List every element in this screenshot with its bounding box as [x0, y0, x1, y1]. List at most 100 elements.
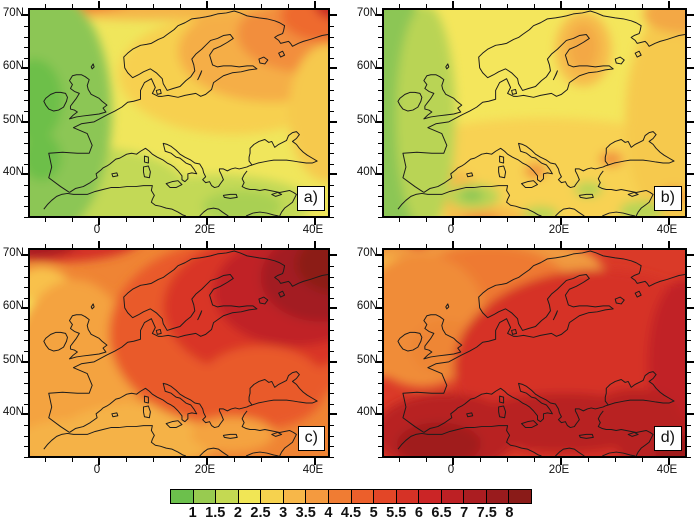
contour-blob: [599, 151, 624, 167]
axis-tick: [687, 67, 694, 69]
axis-tick: [668, 1, 670, 8]
axis-tick: [378, 339, 382, 341]
colorbar-segment: [463, 490, 486, 503]
lon-tick-label: 20E: [548, 464, 570, 476]
axis-tick: [378, 456, 382, 458]
axis-tick: [378, 99, 382, 101]
axis-tick: [125, 4, 127, 8]
colorbar-tick-value: 5: [369, 505, 378, 521]
axis-tick: [330, 46, 334, 48]
axis-tick: [452, 218, 454, 225]
axis-tick: [260, 218, 262, 222]
axis-tick: [330, 371, 334, 373]
axis-tick: [44, 458, 46, 462]
axis-tick: [375, 14, 382, 16]
axis-tick: [24, 131, 28, 133]
axis-tick: [687, 413, 694, 415]
axis-tick: [330, 382, 334, 384]
axis-tick: [687, 254, 694, 256]
axis-tick: [687, 286, 691, 288]
axis-tick: [560, 1, 562, 8]
colorbar-tick-value: 3: [279, 505, 288, 521]
axis-tick: [24, 403, 28, 405]
axis-tick: [24, 25, 28, 27]
contour-field-c: [30, 250, 328, 456]
axis-tick: [378, 152, 382, 154]
lat-tick-label: 40N: [2, 166, 24, 178]
axis-tick: [179, 244, 181, 248]
axis-tick: [314, 458, 316, 465]
axis-tick: [24, 195, 28, 197]
colorbar-tick-value: 4.5: [340, 505, 362, 521]
colorbar-tick-value: 2: [233, 505, 242, 521]
colorbar-segment: [395, 490, 419, 503]
colorbar-tick-value: 1.5: [205, 505, 226, 521]
axis-tick: [375, 254, 382, 256]
axis-tick: [398, 244, 400, 248]
contour-blob: [30, 133, 62, 181]
axis-tick: [24, 392, 28, 394]
lat-tick-label: 60N: [2, 300, 24, 312]
contour-blob: [395, 10, 456, 216]
axis-tick: [687, 403, 691, 405]
axis-tick: [330, 67, 337, 69]
axis-tick: [375, 307, 382, 309]
colorbar-tick-value: 4: [324, 505, 333, 521]
axis-tick: [21, 173, 28, 175]
axis-tick: [378, 435, 382, 437]
axis-tick: [687, 36, 691, 38]
axis-tick: [330, 254, 337, 256]
axis-tick: [125, 218, 127, 222]
contour-field-a: [30, 10, 328, 216]
axis-tick: [330, 318, 334, 320]
axis-tick: [614, 4, 616, 8]
axis-tick: [330, 286, 334, 288]
axis-tick: [687, 445, 691, 447]
axis-tick: [233, 4, 235, 8]
lat-tick-label: 50N: [2, 354, 24, 366]
colorbar-segment: [305, 490, 328, 503]
axis-tick: [152, 244, 154, 248]
axis-tick: [560, 241, 562, 248]
panel-label-c: c): [297, 426, 325, 451]
axis-tick: [98, 241, 100, 248]
contour-blob: [643, 10, 685, 34]
axis-tick: [314, 1, 316, 8]
colorbar-tick-value: 6: [414, 505, 423, 521]
axis-tick: [330, 329, 334, 331]
axis-tick: [330, 99, 334, 101]
axis-tick: [24, 297, 28, 299]
axis-tick: [378, 57, 382, 59]
contour-blob: [202, 190, 282, 216]
colorbar-tick-labels: 1 1.5 2 2.5 3 3.5 4 4.5 5 5.5 6 6.5 7 7.5 8: [170, 505, 532, 522]
axis-tick: [330, 297, 334, 299]
axis-tick: [314, 218, 316, 225]
axis-tick: [398, 458, 400, 462]
colorbar-segment: [215, 490, 238, 503]
axis-tick: [21, 67, 28, 69]
axis-tick: [330, 339, 334, 341]
axis-tick: [506, 244, 508, 248]
axis-tick: [687, 57, 691, 59]
lat-tick-label: 50N: [2, 114, 24, 126]
lon-tick-label: 40E: [302, 464, 324, 476]
lat-tick-label: 50N: [356, 354, 378, 366]
axis-tick: [425, 458, 427, 462]
axis-tick: [425, 4, 427, 8]
axis-tick: [687, 131, 691, 133]
axis-tick: [687, 121, 694, 123]
axis-tick: [614, 458, 616, 462]
axis-tick: [378, 382, 382, 384]
axis-tick: [687, 371, 691, 373]
colorbar-tick-value: 8: [505, 505, 514, 521]
axis-tick: [206, 218, 208, 225]
axis-tick: [378, 131, 382, 133]
axis-tick: [71, 4, 73, 8]
colorbar-segment: [440, 490, 464, 503]
colorbar-tick-value: 2.5: [250, 505, 271, 521]
axis-tick: [287, 4, 289, 8]
axis-tick: [452, 1, 454, 8]
axis-tick: [24, 286, 28, 288]
contour-blob: [30, 419, 124, 456]
axis-tick: [330, 307, 337, 309]
